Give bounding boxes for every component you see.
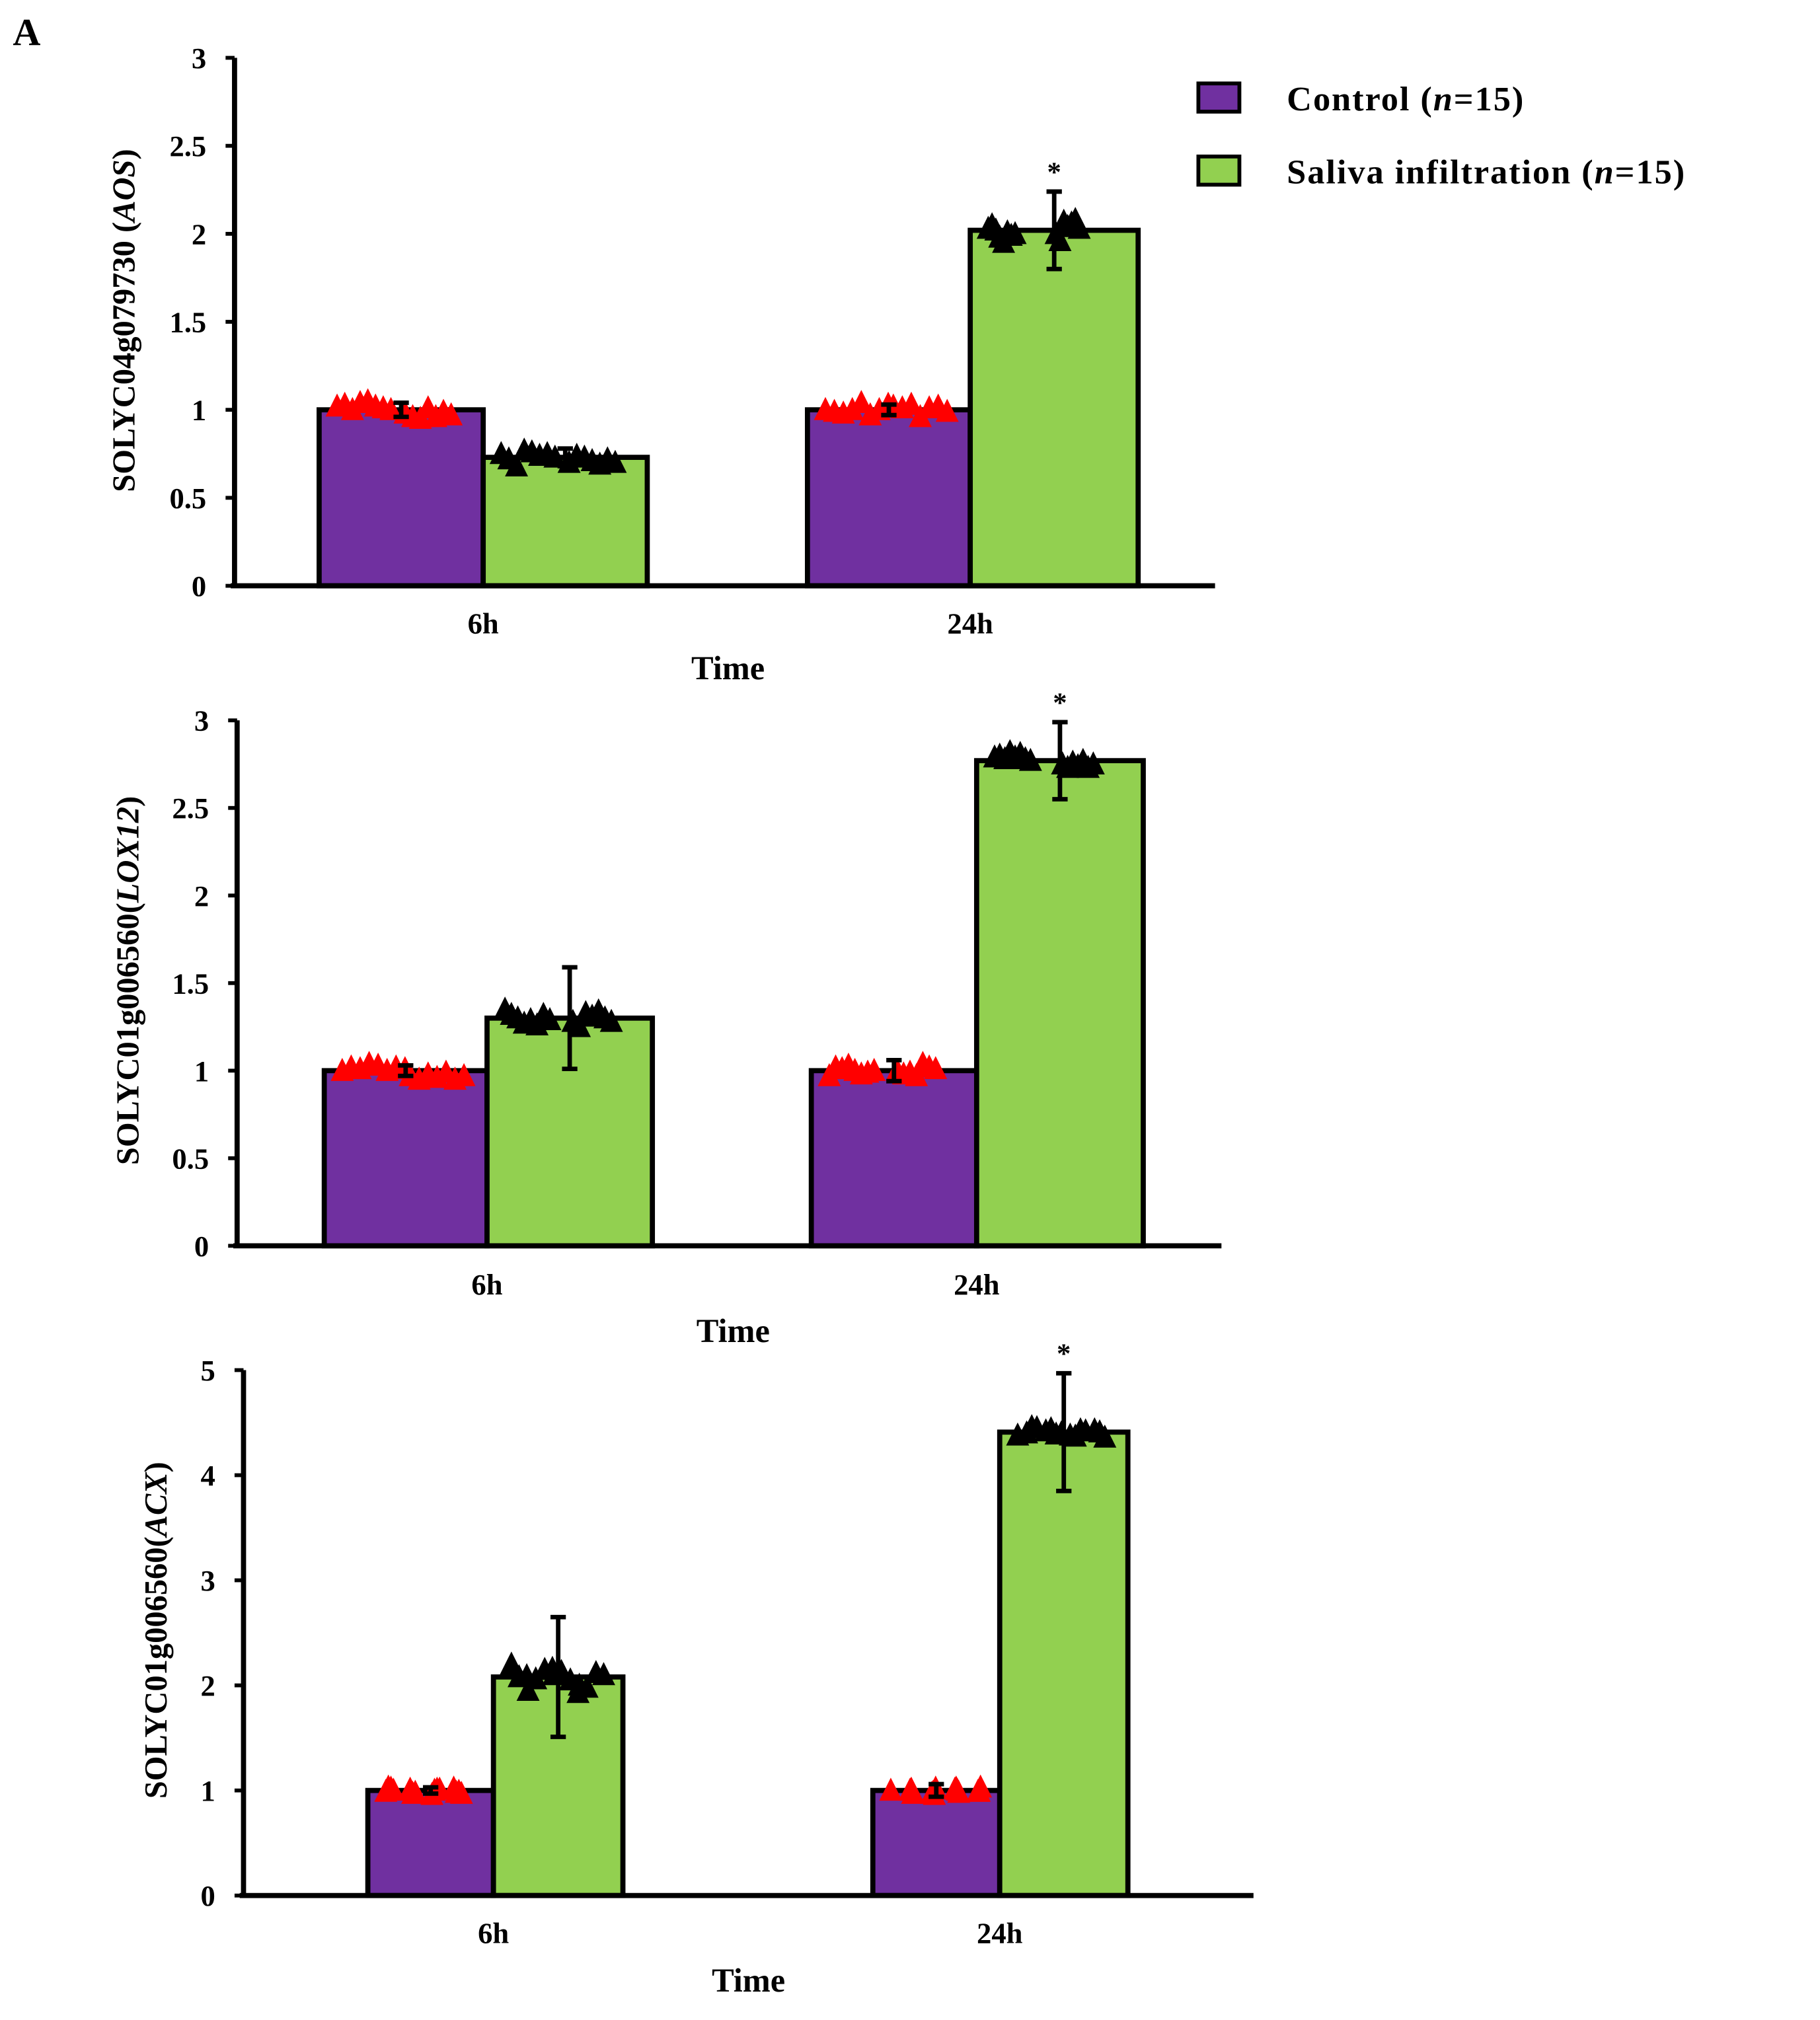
data-point: [516, 1678, 540, 1702]
data-point: [568, 1014, 591, 1037]
y-tick-label: 0.5: [169, 482, 206, 515]
significance-marker: *: [1057, 1339, 1071, 1370]
y-tick-label: 0: [194, 1230, 209, 1263]
data-point: [381, 1777, 405, 1801]
y-tick-label: 1: [194, 1055, 209, 1088]
data-point: [599, 1008, 623, 1032]
y-tick-label: 1.5: [172, 967, 209, 1000]
y-axis-title-prefix: SOLYC01g006560(: [139, 1536, 174, 1799]
y-axis-title: SOLYC01g006560(ACX): [139, 1462, 174, 1799]
legend: Control (n=15) Saliva infiltration (n=15…: [1196, 80, 1686, 192]
data-point: [905, 1063, 929, 1086]
data-point: [452, 1063, 476, 1086]
y-tick-label: 5: [201, 1354, 215, 1387]
y-axis-title-prefix: SOLYC04g079730 (: [107, 222, 142, 492]
data-point: [1015, 1420, 1038, 1444]
y-tick-label: 2: [201, 1669, 215, 1702]
data-point: [505, 453, 529, 476]
y-axis-title-suffix: ): [110, 796, 145, 807]
y-tick-label: 3: [194, 704, 209, 737]
bar-control-24h: [804, 407, 973, 589]
y-tick-label: 2: [194, 879, 209, 913]
x-axis-title: Time: [691, 650, 765, 687]
data-point: [943, 1776, 967, 1800]
y-tick-label: 3: [192, 42, 206, 75]
y-tick-label: 1.5: [169, 306, 206, 339]
data-point: [898, 1777, 922, 1801]
bar-saliva-6h: [480, 455, 650, 589]
data-point: [403, 1779, 427, 1803]
x-axis-title: Time: [712, 1962, 785, 1999]
bar-control-6h: [321, 1068, 490, 1249]
bar-control-24h: [808, 1068, 979, 1249]
y-tick-label: 3: [201, 1564, 215, 1597]
data-point: [449, 1780, 473, 1804]
significance-marker: *: [1047, 157, 1061, 188]
data-point: [879, 1777, 903, 1801]
x-tick-label: 24h: [947, 607, 993, 640]
chart-panel-3: 0 1 2 3 4 5 6h * 24h Time SOLYC01g006560(ACX): [139, 1339, 1254, 1999]
x-tick-label: 6h: [478, 1916, 509, 1949]
bar-saliva-24h: [997, 1429, 1131, 1898]
chart-panel-2: 0 0.5 1 1.5 2 2.5 3 6h * 24h Time SOLYC01g006560(LO…: [110, 687, 1222, 1349]
data-point: [1081, 751, 1105, 774]
data-point: [966, 1778, 990, 1802]
bar-saliva-24h: [967, 227, 1141, 589]
data-point: [924, 1056, 948, 1080]
bar-saliva-24h: [973, 758, 1146, 1249]
chart-panel-1: 0 0.5 1 1.5 2 2.5 3 6h * 24h Time SOLYC04g079730 (A…: [107, 42, 1215, 687]
data-point: [849, 390, 873, 414]
y-tick-label: 2.5: [169, 130, 206, 163]
y-axis-title-gene: ACX: [139, 1472, 174, 1539]
x-tick-label: 24h: [977, 1916, 1023, 1949]
data-point: [515, 1663, 539, 1686]
legend-label-saliva: Saliva infiltration (n=15): [1287, 153, 1686, 192]
data-point: [1082, 1417, 1106, 1440]
data-point: [538, 1007, 562, 1030]
data-point: [566, 1680, 590, 1703]
data-point: [899, 391, 923, 415]
y-axis-title-gene: AOS: [107, 160, 142, 224]
y-axis-title: SOLYC01g006560(LOX12): [110, 796, 145, 1165]
legend-swatch-control: [1196, 81, 1242, 114]
legend-swatch-saliva: [1196, 154, 1242, 187]
y-tick-label: 2: [192, 217, 206, 250]
data-point: [592, 1662, 615, 1686]
y-tick-label: 0: [192, 570, 206, 603]
bar-control-6h: [365, 1787, 496, 1898]
x-tick-label: 24h: [954, 1268, 1000, 1301]
data-point: [1003, 221, 1027, 244]
significance-marker: *: [1053, 687, 1067, 718]
y-axis-title-prefix: SOLYC01g006560(: [110, 903, 145, 1165]
data-point: [439, 402, 463, 426]
y-tick-label: 1: [192, 394, 206, 427]
data-point: [1034, 1418, 1058, 1442]
data-point: [862, 1057, 886, 1081]
data-point: [1018, 747, 1042, 771]
data-point: [543, 444, 567, 468]
bar-control-6h: [317, 407, 486, 589]
x-tick-label: 6h: [468, 607, 499, 640]
bar-control-24h: [870, 1787, 1003, 1898]
data-point: [603, 449, 627, 473]
y-tick-label: 4: [201, 1459, 215, 1492]
data-point: [935, 398, 959, 422]
y-axis-title-suffix: ): [139, 1462, 174, 1472]
panel-label: A: [13, 11, 40, 54]
y-axis-title-gene: LOX12: [110, 807, 145, 903]
x-axis-title: Time: [697, 1312, 770, 1349]
y-tick-label: 0.5: [172, 1142, 209, 1175]
x-tick-label: 6h: [471, 1268, 502, 1301]
y-tick-label: 1: [201, 1774, 215, 1807]
y-axis-title: SOLYC04g079730 (AOS): [107, 149, 142, 492]
y-tick-label: 0: [201, 1879, 215, 1912]
data-point: [379, 396, 402, 420]
y-axis-title-suffix: ): [107, 149, 142, 159]
y-tick-label: 2.5: [172, 792, 209, 825]
data-point: [1067, 215, 1091, 239]
legend-label-control: Control (n=15): [1287, 80, 1525, 118]
